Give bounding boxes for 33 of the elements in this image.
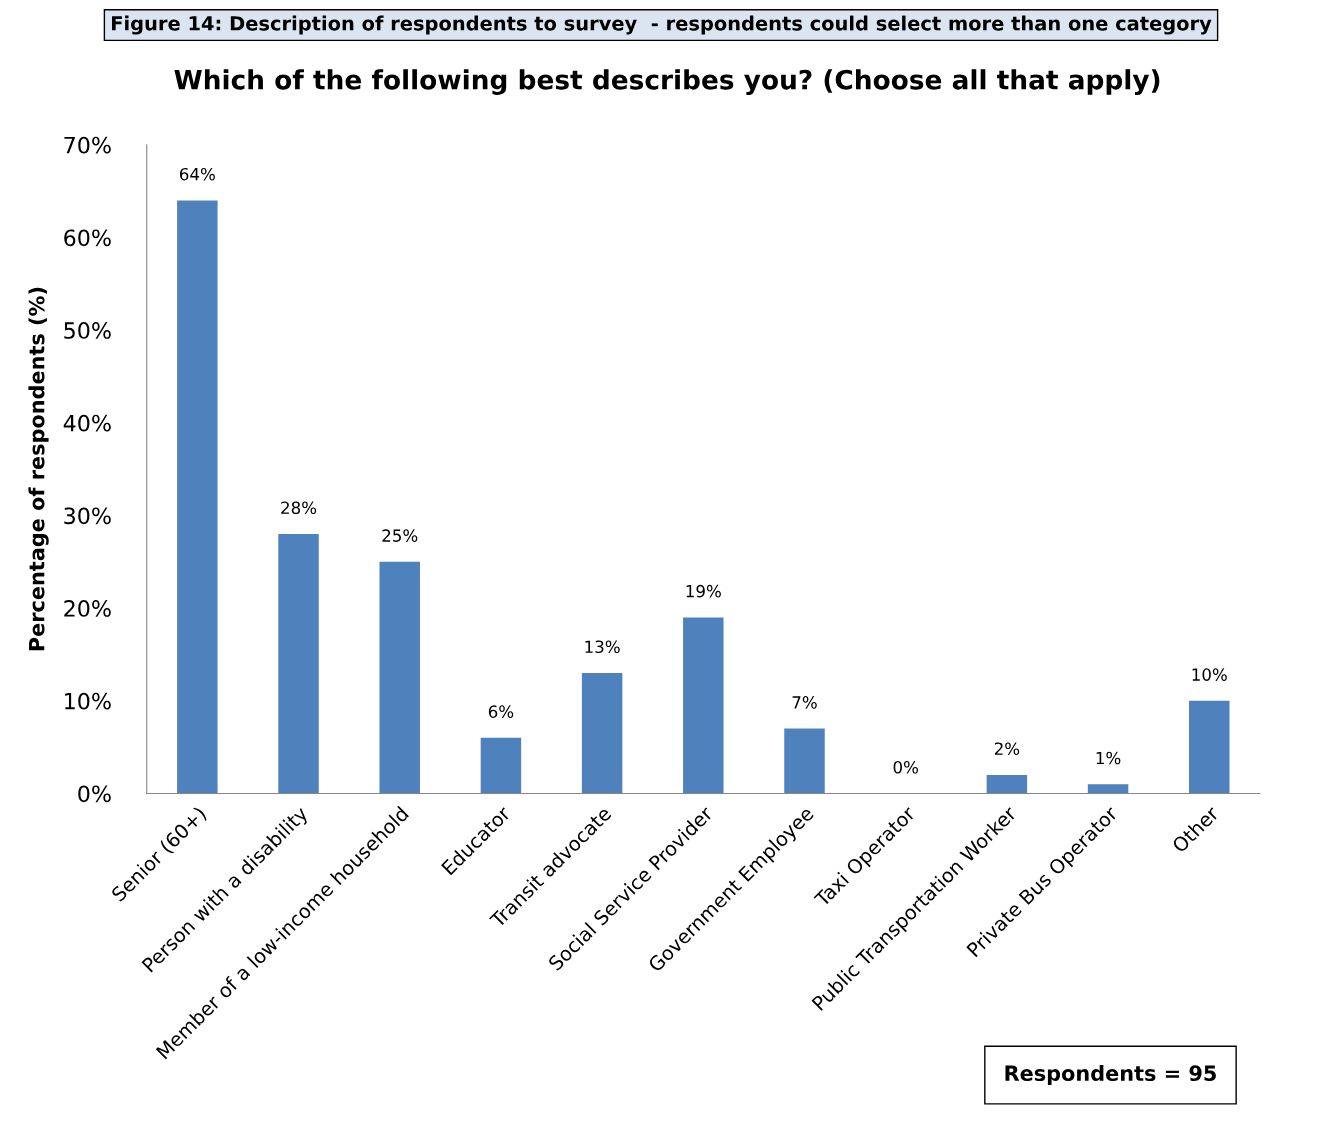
bar: [480, 737, 522, 794]
y-tick-label: 20%: [64, 600, 111, 617]
chart-subtitle: Which of the following best describes you? (Choose all that apply): [174, 69, 1160, 95]
y-tick-label: 50%: [64, 322, 111, 339]
y-tick-label: 40%: [63, 414, 111, 432]
data-label: 28%: [281, 501, 317, 515]
data-label: 64%: [179, 167, 215, 181]
bar: [1189, 700, 1230, 794]
data-label: 10%: [1192, 668, 1227, 681]
data-label: 1%: [1096, 751, 1121, 765]
text: Respondents = 95: [1005, 1064, 1216, 1086]
bar: [683, 617, 724, 794]
y-tick-label: 10%: [65, 692, 111, 710]
chart-title: Figure 14: Description of respondents to survey - respondents could select more than one category: [112, 15, 1212, 35]
bar: [581, 672, 623, 794]
data-label: 2%: [994, 742, 1020, 756]
bar: [278, 533, 319, 794]
data-label: 19%: [686, 584, 721, 598]
data-label: 0%: [893, 760, 918, 774]
y-tick-label: 60%: [64, 229, 111, 247]
y-tick-label: 70%: [64, 136, 111, 154]
data-label: 25%: [382, 529, 418, 542]
bar: [379, 561, 420, 794]
y-tick-label: 0%: [78, 785, 111, 803]
bar: [986, 774, 1028, 794]
data-label: 7%: [792, 696, 817, 709]
bar: [177, 200, 218, 794]
y-axis-title: Percentage of respondents (%): [28, 287, 49, 651]
data-label: 13%: [585, 640, 620, 654]
y-tick-label: 30%: [64, 507, 111, 525]
bar: [1087, 784, 1129, 794]
bar: [784, 728, 825, 794]
data-label: 6%: [488, 705, 514, 718]
